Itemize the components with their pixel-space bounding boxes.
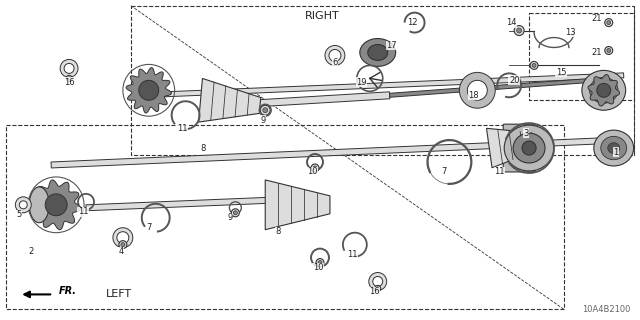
Circle shape	[605, 19, 612, 27]
Text: 9: 9	[228, 213, 233, 222]
Circle shape	[313, 166, 317, 170]
Circle shape	[19, 201, 28, 209]
Ellipse shape	[513, 133, 545, 163]
Text: 7: 7	[442, 167, 447, 176]
Circle shape	[117, 232, 129, 244]
Circle shape	[64, 63, 74, 73]
Ellipse shape	[368, 44, 388, 60]
FancyBboxPatch shape	[503, 124, 535, 172]
Ellipse shape	[589, 77, 618, 103]
Ellipse shape	[522, 141, 536, 155]
Circle shape	[263, 108, 268, 113]
Circle shape	[260, 105, 270, 115]
Text: 7: 7	[146, 223, 152, 232]
Text: 21: 21	[591, 48, 602, 57]
Text: 4: 4	[118, 247, 124, 256]
Circle shape	[375, 285, 381, 292]
Polygon shape	[51, 137, 619, 168]
Bar	[6, 125, 564, 309]
Text: 10: 10	[313, 263, 323, 272]
Text: 16: 16	[64, 78, 74, 87]
Text: 21: 21	[591, 14, 602, 23]
Circle shape	[605, 46, 612, 54]
Ellipse shape	[360, 38, 396, 67]
Circle shape	[607, 49, 611, 52]
Polygon shape	[126, 68, 172, 113]
Circle shape	[372, 276, 383, 286]
Bar	[529, 13, 634, 100]
Ellipse shape	[608, 143, 620, 153]
Circle shape	[68, 77, 70, 80]
Text: 19: 19	[356, 78, 367, 87]
Circle shape	[369, 273, 387, 291]
Circle shape	[45, 194, 67, 216]
Circle shape	[232, 209, 239, 217]
Polygon shape	[198, 78, 260, 122]
Text: 17: 17	[387, 41, 397, 50]
Text: 6: 6	[332, 58, 338, 67]
Bar	[131, 6, 634, 155]
Polygon shape	[265, 180, 330, 230]
Text: 14: 14	[506, 18, 516, 27]
Circle shape	[530, 61, 538, 69]
Circle shape	[66, 76, 72, 81]
Polygon shape	[258, 92, 390, 107]
Text: 16: 16	[369, 287, 380, 296]
Circle shape	[311, 164, 319, 172]
Text: 20: 20	[509, 76, 520, 85]
Text: 15: 15	[556, 68, 566, 77]
Text: 10: 10	[307, 167, 317, 176]
Polygon shape	[31, 180, 81, 230]
Text: 10A4B2100: 10A4B2100	[582, 305, 630, 314]
Text: 11: 11	[347, 250, 357, 259]
Circle shape	[60, 60, 78, 77]
Text: 1: 1	[613, 148, 618, 156]
Polygon shape	[486, 128, 545, 168]
Ellipse shape	[594, 130, 634, 166]
Text: LEFT: LEFT	[106, 289, 132, 300]
Circle shape	[316, 259, 324, 267]
Circle shape	[139, 80, 159, 100]
Circle shape	[514, 26, 524, 36]
Text: FR.: FR.	[59, 286, 77, 296]
Text: 13: 13	[566, 28, 576, 37]
Ellipse shape	[601, 136, 627, 160]
Text: 11: 11	[494, 167, 504, 176]
Ellipse shape	[29, 187, 49, 223]
Text: RIGHT: RIGHT	[305, 11, 340, 20]
Polygon shape	[588, 75, 620, 106]
Circle shape	[607, 20, 611, 25]
Text: 12: 12	[407, 18, 418, 27]
Text: 8: 8	[275, 227, 281, 236]
Circle shape	[467, 80, 487, 100]
Text: 9: 9	[260, 116, 266, 125]
Circle shape	[318, 260, 322, 265]
Ellipse shape	[504, 125, 554, 171]
Circle shape	[325, 45, 345, 65]
Text: 8: 8	[201, 144, 206, 153]
Circle shape	[532, 63, 536, 68]
Circle shape	[329, 50, 341, 61]
Text: 18: 18	[468, 91, 479, 100]
Circle shape	[15, 197, 31, 213]
Circle shape	[460, 72, 495, 108]
Circle shape	[376, 287, 380, 290]
Text: 11: 11	[78, 207, 88, 216]
Polygon shape	[141, 73, 624, 98]
Circle shape	[119, 241, 127, 249]
Circle shape	[121, 243, 125, 247]
Text: 2: 2	[29, 247, 34, 256]
Ellipse shape	[582, 70, 626, 110]
Text: 11: 11	[177, 124, 188, 132]
Circle shape	[113, 228, 133, 248]
Polygon shape	[390, 76, 619, 97]
Ellipse shape	[597, 84, 611, 96]
Circle shape	[234, 211, 237, 215]
Circle shape	[596, 83, 611, 97]
Polygon shape	[86, 197, 280, 211]
Circle shape	[516, 28, 522, 33]
Text: 3: 3	[524, 129, 529, 138]
Text: 5: 5	[17, 210, 22, 219]
